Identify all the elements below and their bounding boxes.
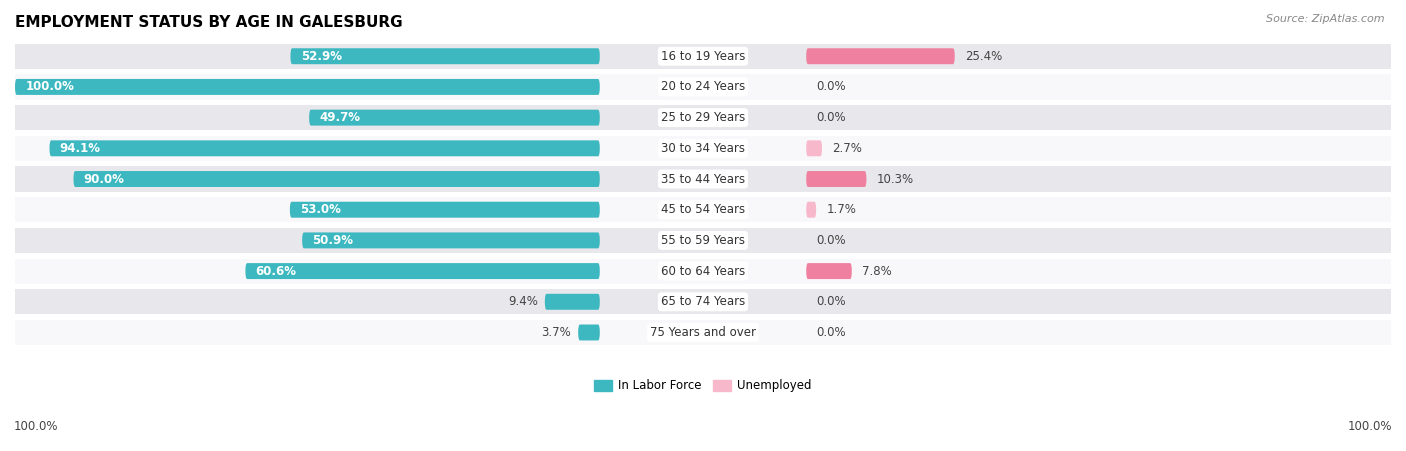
Text: 20 to 24 Years: 20 to 24 Years [661,80,745,93]
Text: 10.3%: 10.3% [877,173,914,185]
Text: 16 to 19 Years: 16 to 19 Years [661,50,745,63]
Bar [15,320,1391,345]
Text: 49.7%: 49.7% [319,111,360,124]
Text: 7.8%: 7.8% [862,265,891,277]
FancyBboxPatch shape [546,294,600,310]
FancyBboxPatch shape [806,48,955,64]
Text: 100.0%: 100.0% [1347,420,1392,433]
Text: Source: ZipAtlas.com: Source: ZipAtlas.com [1267,14,1385,23]
Text: 94.1%: 94.1% [60,142,101,155]
Text: 45 to 54 Years: 45 to 54 Years [661,203,745,216]
Text: 50.9%: 50.9% [312,234,353,247]
Text: 2.7%: 2.7% [832,142,862,155]
Legend: In Labor Force, Unemployed: In Labor Force, Unemployed [589,375,817,397]
Text: 0.0%: 0.0% [817,111,846,124]
FancyBboxPatch shape [302,232,600,249]
Text: 25.4%: 25.4% [965,50,1002,63]
Bar [15,136,1391,161]
FancyBboxPatch shape [290,202,600,218]
FancyBboxPatch shape [291,48,600,64]
Text: 53.0%: 53.0% [299,203,342,216]
Text: 55 to 59 Years: 55 to 59 Years [661,234,745,247]
FancyBboxPatch shape [49,140,600,156]
Bar [15,228,1391,253]
Text: 25 to 29 Years: 25 to 29 Years [661,111,745,124]
Text: 1.7%: 1.7% [827,203,856,216]
Text: 60.6%: 60.6% [256,265,297,277]
Text: 90.0%: 90.0% [84,173,125,185]
Text: 52.9%: 52.9% [301,50,342,63]
Bar [15,166,1391,192]
Text: 0.0%: 0.0% [817,295,846,308]
FancyBboxPatch shape [806,171,866,187]
FancyBboxPatch shape [806,263,852,279]
Text: 35 to 44 Years: 35 to 44 Years [661,173,745,185]
Text: 60 to 64 Years: 60 to 64 Years [661,265,745,277]
Text: 9.4%: 9.4% [508,295,538,308]
FancyBboxPatch shape [578,325,600,341]
Text: 65 to 74 Years: 65 to 74 Years [661,295,745,308]
Text: 0.0%: 0.0% [817,234,846,247]
Bar [15,74,1391,100]
FancyBboxPatch shape [806,140,823,156]
FancyBboxPatch shape [73,171,600,187]
FancyBboxPatch shape [15,79,600,95]
Bar [15,197,1391,222]
Text: 30 to 34 Years: 30 to 34 Years [661,142,745,155]
Text: 3.7%: 3.7% [541,326,571,339]
FancyBboxPatch shape [806,202,815,218]
FancyBboxPatch shape [246,263,600,279]
Text: 0.0%: 0.0% [817,80,846,93]
Bar [15,105,1391,130]
Text: EMPLOYMENT STATUS BY AGE IN GALESBURG: EMPLOYMENT STATUS BY AGE IN GALESBURG [15,15,402,30]
Bar [15,289,1391,314]
Text: 0.0%: 0.0% [817,326,846,339]
Text: 100.0%: 100.0% [25,80,75,93]
Bar [15,258,1391,284]
FancyBboxPatch shape [309,110,600,125]
Text: 75 Years and over: 75 Years and over [650,326,756,339]
Text: 100.0%: 100.0% [14,420,59,433]
Bar [15,44,1391,69]
